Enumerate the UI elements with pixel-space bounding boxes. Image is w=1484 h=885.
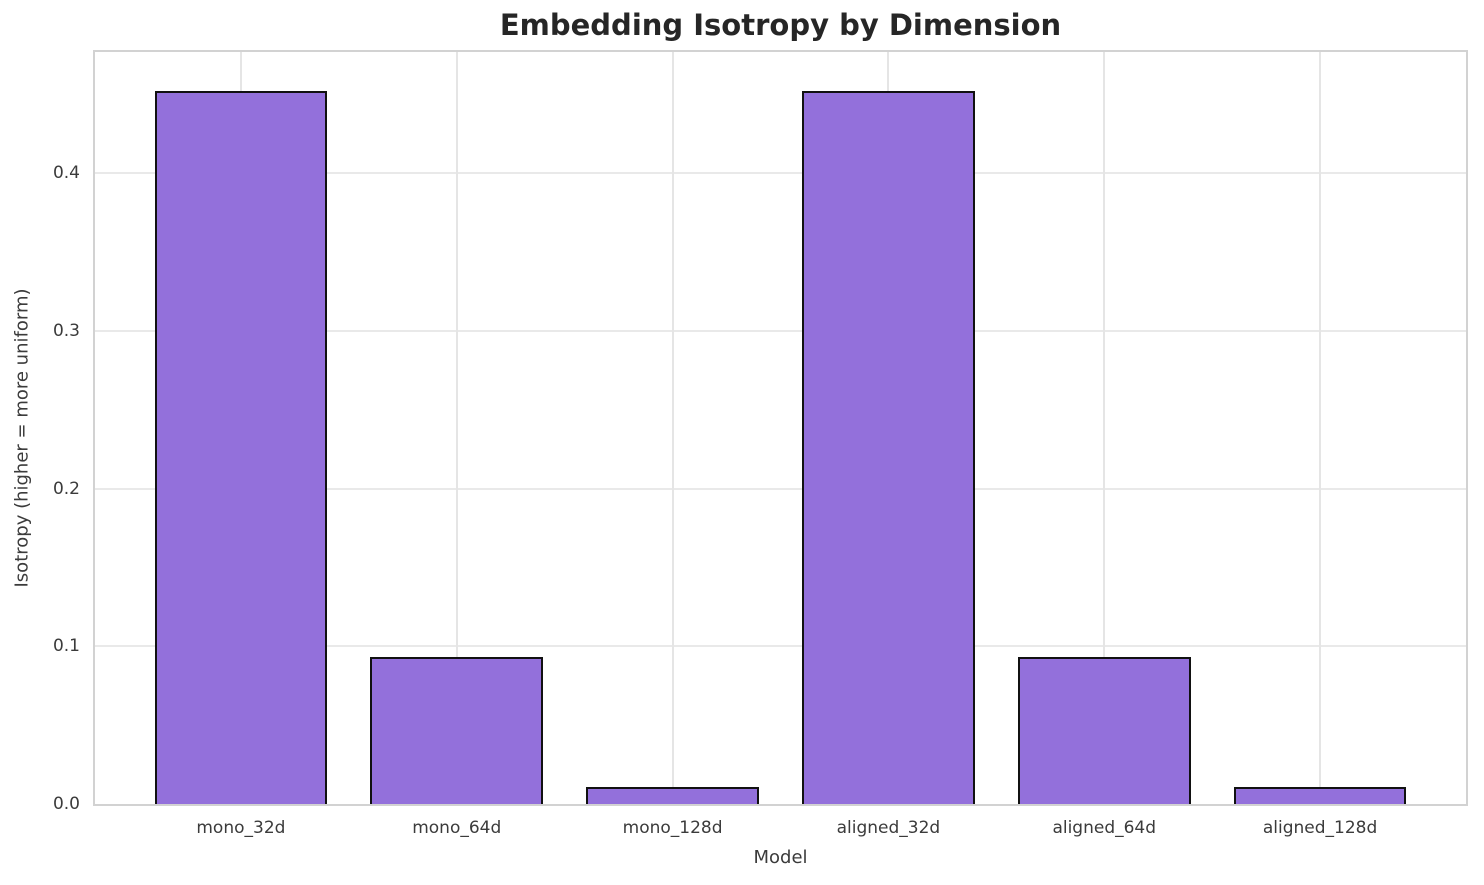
- y-tick-label: 0.4: [52, 163, 80, 184]
- y-tick-label: 0.0: [52, 794, 80, 814]
- bar-mono_128d: [586, 786, 759, 804]
- chart-title: Embedding Isotropy by Dimension: [499, 8, 1062, 42]
- bar-mono_32d: [154, 91, 328, 804]
- bar-aligned_32d: [802, 91, 975, 804]
- vertical-gridline: [671, 52, 674, 804]
- y-tick-label: 0.3: [52, 321, 80, 342]
- x-axis-label: Model: [753, 847, 808, 868]
- horizontal-gridline: [95, 172, 1466, 175]
- plot-area: [93, 50, 1468, 806]
- bar-mono_64d: [370, 657, 544, 804]
- x-tick-label-mono_128d: mono_128d: [622, 818, 723, 838]
- horizontal-gridline: [95, 487, 1466, 490]
- bar-aligned_128d: [1233, 786, 1407, 804]
- x-tick-label-mono_32d: mono_32d: [196, 818, 286, 838]
- x-tick-label-mono_64d: mono_64d: [412, 818, 502, 838]
- vertical-gridline: [1319, 52, 1322, 804]
- vertical-gridline: [1103, 52, 1106, 804]
- bar-aligned_64d: [1017, 657, 1191, 804]
- x-tick-label-aligned_32d: aligned_32d: [836, 818, 941, 838]
- vertical-gridline: [455, 52, 458, 804]
- y-tick-label: 0.2: [52, 478, 80, 499]
- y-tick-label: 0.1: [52, 636, 80, 657]
- x-tick-label-aligned_64d: aligned_64d: [1052, 818, 1157, 838]
- x-tick-label-aligned_128d: aligned_128d: [1262, 818, 1378, 838]
- horizontal-gridline: [95, 330, 1466, 333]
- horizontal-gridline: [95, 645, 1466, 648]
